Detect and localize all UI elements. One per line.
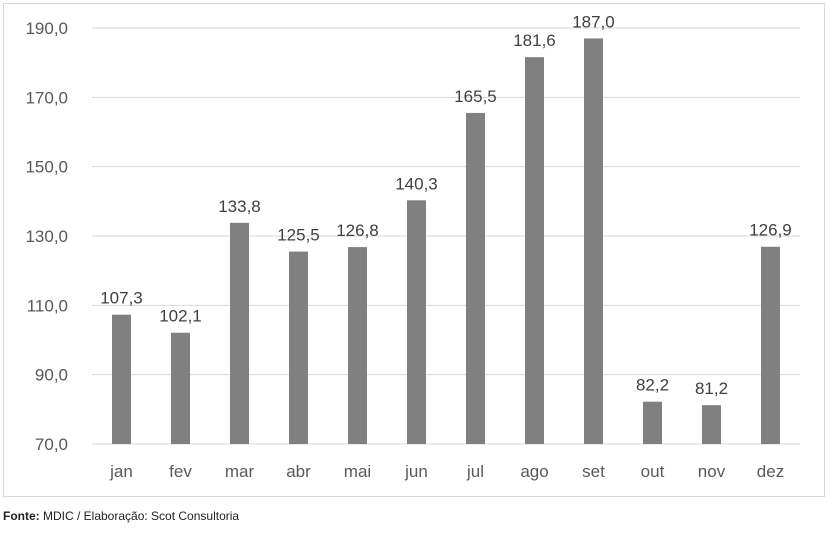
x-tick-label: jan — [109, 462, 133, 481]
data-label: 181,6 — [513, 31, 556, 50]
y-tick-label: 190,0 — [25, 19, 68, 38]
y-tick-label: 110,0 — [27, 296, 68, 315]
x-tick-label: mar — [225, 462, 255, 481]
data-label: 140,3 — [395, 174, 438, 193]
x-tick-label: set — [582, 462, 605, 481]
bar — [761, 246, 780, 444]
x-tick-label: fev — [169, 462, 192, 481]
x-tick-label: jul — [466, 462, 484, 481]
bar — [525, 57, 544, 445]
x-tick-label: abr — [286, 462, 311, 481]
y-tick-label: 130,0 — [25, 227, 68, 246]
y-tick-label: 90,0 — [35, 366, 68, 385]
x-tick-label: mai — [344, 462, 371, 481]
y-tick-label: 70,0 — [35, 435, 68, 454]
bar — [112, 314, 131, 444]
data-label: 81,2 — [695, 379, 728, 398]
data-label: 102,1 — [159, 307, 202, 326]
bar-chart: 70,0 90,0 110,0 130,0 150,0 170,0 190,0 107,3 ja… — [25, 12, 800, 481]
bar — [584, 38, 603, 445]
y-tick-label: 150,0 — [25, 158, 68, 177]
bar — [466, 112, 485, 444]
source-text: MDIC / Elaboração: Scot Consultoria — [39, 509, 240, 523]
data-label: 126,9 — [749, 221, 792, 240]
x-tick-label: nov — [698, 462, 726, 481]
data-label: 82,2 — [636, 376, 669, 395]
data-label: 187,0 — [572, 12, 615, 31]
source-label: Fonte: — [3, 509, 40, 523]
bar — [407, 200, 426, 444]
bar — [289, 251, 308, 444]
bar — [230, 222, 249, 444]
bar — [348, 247, 367, 444]
x-tick-label: dez — [757, 462, 784, 481]
data-label: 126,8 — [336, 221, 379, 240]
bar — [702, 405, 721, 444]
y-tick-label: 170,0 — [25, 88, 68, 107]
source-note: Fonte: MDIC / Elaboração: Scot Consultor… — [3, 509, 239, 523]
bar — [171, 332, 190, 444]
x-tick-label: ago — [520, 462, 548, 481]
x-tick-label: out — [641, 462, 665, 481]
data-label: 165,5 — [454, 87, 497, 106]
data-label: 133,8 — [218, 197, 261, 216]
data-label: 107,3 — [100, 289, 143, 308]
x-tick-label: jun — [404, 462, 428, 481]
data-label: 125,5 — [277, 226, 320, 245]
bar — [643, 401, 662, 444]
